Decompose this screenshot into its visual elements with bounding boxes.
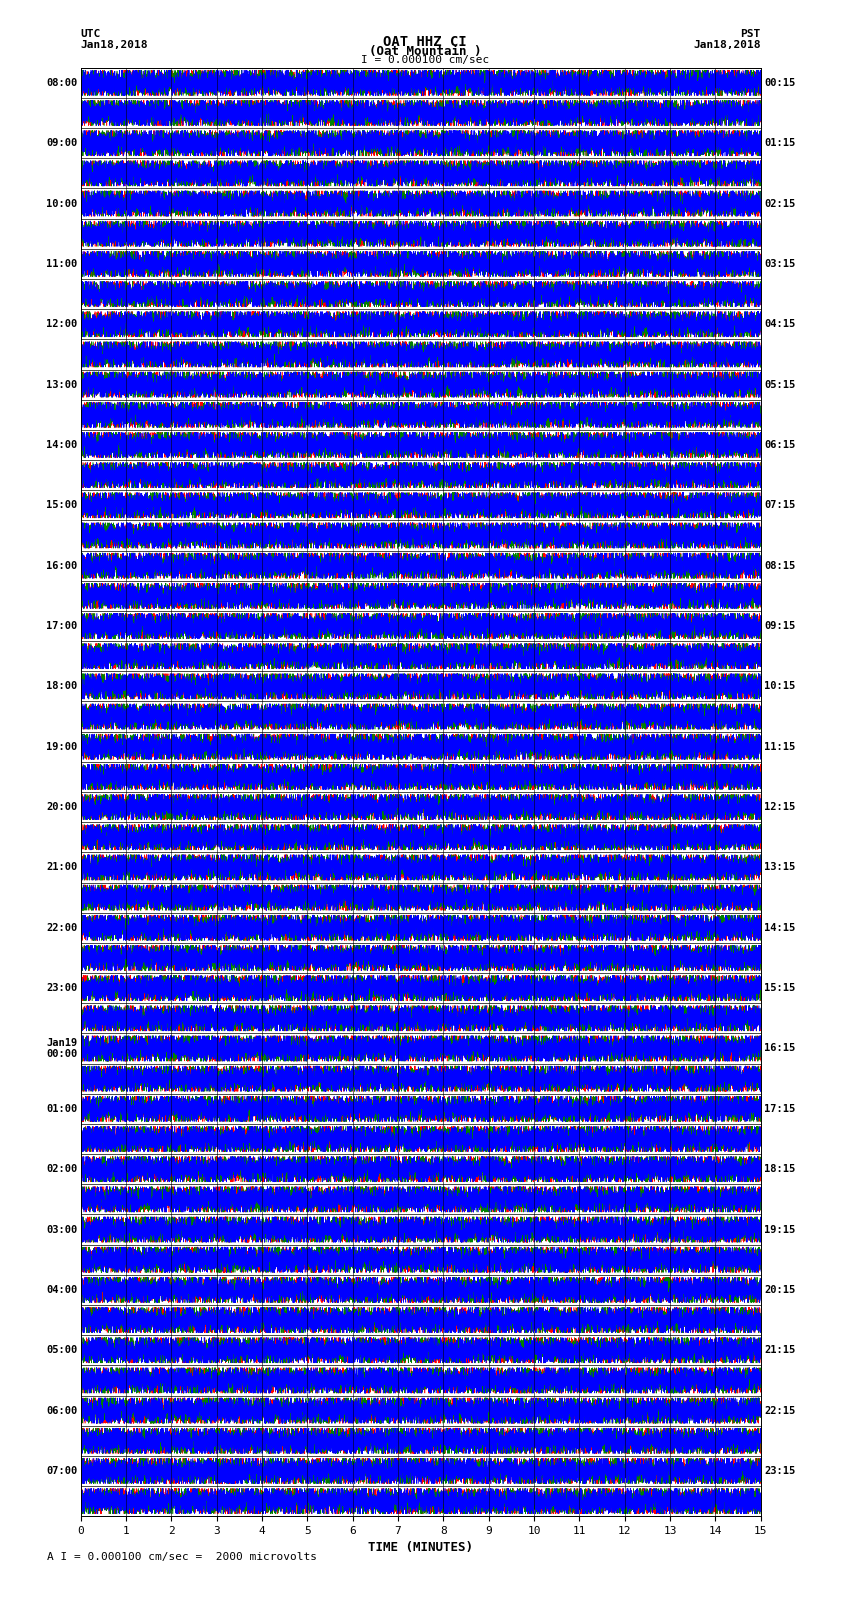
Text: 05:15: 05:15 (764, 379, 796, 390)
Text: 04:15: 04:15 (764, 319, 796, 329)
Text: 15:15: 15:15 (764, 984, 796, 994)
Text: 07:15: 07:15 (764, 500, 796, 510)
Text: 17:15: 17:15 (764, 1103, 796, 1115)
Text: 11:00: 11:00 (46, 260, 77, 269)
Text: 22:00: 22:00 (46, 923, 77, 932)
Text: UTC: UTC (81, 29, 101, 39)
Text: 04:00: 04:00 (46, 1286, 77, 1295)
Text: 13:15: 13:15 (764, 863, 796, 873)
Text: 02:00: 02:00 (46, 1165, 77, 1174)
Text: 01:00: 01:00 (46, 1103, 77, 1115)
Text: 16:15: 16:15 (764, 1044, 796, 1053)
Text: 18:15: 18:15 (764, 1165, 796, 1174)
Text: 09:15: 09:15 (764, 621, 796, 631)
Text: 18:00: 18:00 (46, 681, 77, 692)
Text: (Oat Mountain ): (Oat Mountain ) (369, 45, 481, 58)
Text: 09:00: 09:00 (46, 139, 77, 148)
Text: 10:00: 10:00 (46, 198, 77, 208)
Text: 15:00: 15:00 (46, 500, 77, 510)
Text: 03:00: 03:00 (46, 1224, 77, 1234)
Text: 20:15: 20:15 (764, 1286, 796, 1295)
Text: 21:00: 21:00 (46, 863, 77, 873)
Text: I = 0.000100 cm/sec: I = 0.000100 cm/sec (361, 55, 489, 65)
Text: 23:15: 23:15 (764, 1466, 796, 1476)
Text: 12:15: 12:15 (764, 802, 796, 811)
Text: 21:15: 21:15 (764, 1345, 796, 1355)
Text: Jan19
00:00: Jan19 00:00 (46, 1037, 77, 1060)
Text: 05:00: 05:00 (46, 1345, 77, 1355)
Text: 22:15: 22:15 (764, 1405, 796, 1416)
Text: PST: PST (740, 29, 761, 39)
Text: 11:15: 11:15 (764, 742, 796, 752)
Text: 14:15: 14:15 (764, 923, 796, 932)
Text: 17:00: 17:00 (46, 621, 77, 631)
Text: 19:15: 19:15 (764, 1224, 796, 1234)
Text: Jan18,2018: Jan18,2018 (81, 40, 148, 50)
Text: 23:00: 23:00 (46, 984, 77, 994)
Text: 02:15: 02:15 (764, 198, 796, 208)
Text: 20:00: 20:00 (46, 802, 77, 811)
Text: 08:15: 08:15 (764, 561, 796, 571)
Text: 00:15: 00:15 (764, 77, 796, 87)
Text: 13:00: 13:00 (46, 379, 77, 390)
Text: 07:00: 07:00 (46, 1466, 77, 1476)
Text: 10:15: 10:15 (764, 681, 796, 692)
Text: 16:00: 16:00 (46, 561, 77, 571)
Text: 14:00: 14:00 (46, 440, 77, 450)
Text: 08:00: 08:00 (46, 77, 77, 87)
Text: 19:00: 19:00 (46, 742, 77, 752)
Text: A I = 0.000100 cm/sec =  2000 microvolts: A I = 0.000100 cm/sec = 2000 microvolts (47, 1552, 317, 1561)
Text: 06:15: 06:15 (764, 440, 796, 450)
Text: OAT HHZ CI: OAT HHZ CI (383, 35, 467, 48)
Text: 06:00: 06:00 (46, 1405, 77, 1416)
Text: 12:00: 12:00 (46, 319, 77, 329)
Text: 01:15: 01:15 (764, 139, 796, 148)
Text: Jan18,2018: Jan18,2018 (694, 40, 761, 50)
Text: 03:15: 03:15 (764, 260, 796, 269)
X-axis label: TIME (MINUTES): TIME (MINUTES) (368, 1542, 473, 1555)
